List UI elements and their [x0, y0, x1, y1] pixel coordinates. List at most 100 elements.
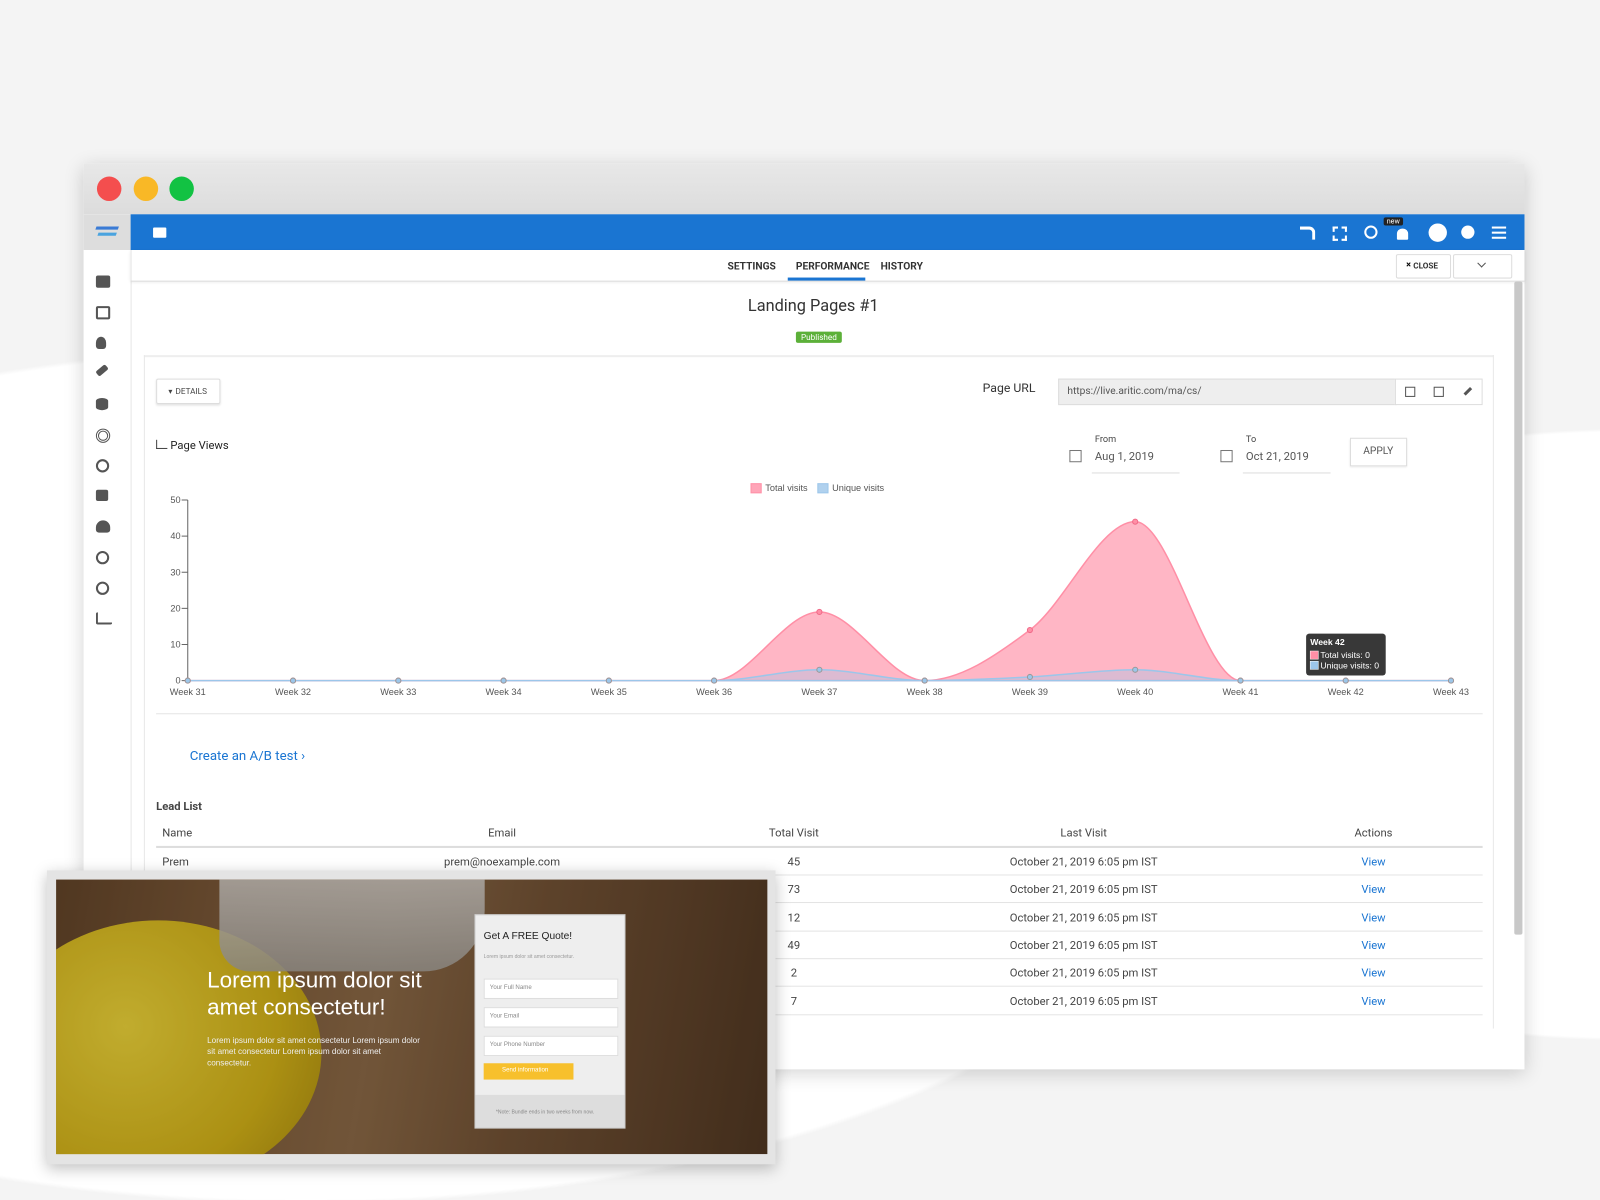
x-tick-label: Week 34 [486, 687, 522, 697]
last-visit: October 21, 2019 6:05 pm IST [1009, 994, 1158, 1008]
form-field[interactable]: Your Phone Number [483, 1035, 619, 1057]
details-button[interactable]: ▾ DETAILS [156, 378, 221, 405]
column-header: Actions [1354, 826, 1393, 840]
total-visit: 7 [790, 994, 798, 1008]
view-link[interactable]: View [1361, 966, 1386, 980]
data-point [711, 677, 718, 684]
field-placeholder: Your Phone Number [489, 1041, 546, 1048]
fullscreen-icon[interactable] [1332, 226, 1347, 241]
last-visit: October 21, 2019 6:05 pm IST [1009, 910, 1158, 925]
tooltip-swatch [1309, 660, 1319, 670]
analytics-icon[interactable] [95, 612, 113, 625]
maximize-dot[interactable] [169, 176, 194, 202]
data-point [1132, 518, 1139, 525]
table-row: 12 October 21, 2019 6:05 pm IST View [156, 903, 1483, 932]
y-tick-label: 10 [170, 640, 180, 650]
tab[interactable]: SETTINGS [727, 261, 776, 273]
send-label: Send information [502, 1067, 549, 1074]
tooltip-line: Unique visits: 0 [1320, 660, 1379, 670]
total-visit: 2 [790, 966, 798, 980]
page-title: Landing Pages #1 [747, 295, 879, 316]
url-actions [1394, 378, 1483, 406]
table-row: Prem prem@noexample.com 45 October 21, 2019… [156, 847, 1483, 876]
title-bar [83, 163, 1525, 215]
view-link[interactable]: View [1361, 938, 1386, 952]
last-visit: October 21, 2019 6:05 pm IST [1009, 966, 1158, 980]
copy-icon[interactable] [1405, 386, 1416, 397]
page-url-value: https://live.aritic.com/ma/cs/ [1067, 385, 1202, 397]
data-point [816, 666, 823, 673]
from-label: From [1094, 434, 1117, 445]
form-note: *Note: Bundle ends in two weeks from now… [495, 1109, 595, 1116]
view-link[interactable]: View [1361, 994, 1386, 1008]
open-icon[interactable] [1433, 386, 1444, 397]
series-area [187, 520, 1452, 682]
form-field[interactable]: Your Full Name [483, 978, 619, 999]
logo[interactable] [83, 214, 131, 250]
notifications-icon[interactable] [1396, 228, 1409, 240]
tab[interactable]: HISTORY [880, 261, 923, 273]
view-link[interactable]: View [1361, 855, 1386, 869]
send-button[interactable]: Send information [483, 1063, 574, 1080]
clock-icon[interactable] [95, 459, 110, 473]
menu-icon[interactable] [1491, 226, 1507, 229]
view-link[interactable]: View [1361, 882, 1386, 897]
page-url-field[interactable]: https://live.aritic.com/ma/cs/ [1058, 378, 1397, 406]
ab-test-text[interactable]: Create an A/B test [189, 748, 298, 765]
preview-frame: Lorem ipsum dolor sit amet consectetur! … [46, 870, 776, 1165]
scrollbar[interactable] [1514, 281, 1523, 935]
total-visit: 12 [787, 910, 801, 925]
from-input[interactable]: Aug 1, 2019 [1091, 447, 1180, 474]
chart: 0 10 20 30 40 50 Week 31 Week 32 Week 33 Week 34 W… [170, 483, 1469, 697]
x-tick-label: Week 41 [1222, 687, 1258, 697]
page-url-label: Page URL [982, 380, 1036, 395]
field-placeholder: Your Email [489, 1013, 520, 1020]
block-icon[interactable] [95, 551, 110, 565]
dropdown-button[interactable] [1453, 254, 1513, 279]
dashboard-icon[interactable] [95, 275, 111, 288]
table-row: 73 October 21, 2019 6:05 pm IST View [156, 875, 1483, 904]
view-link[interactable]: View [1361, 910, 1386, 925]
calendar-icon[interactable] [95, 306, 111, 320]
plugin-icon[interactable] [95, 489, 109, 502]
ab-test-link[interactable]: Create an A/B test › [189, 748, 306, 765]
form-field[interactable]: Your Email [483, 1007, 619, 1028]
x-tick-label: Week 42 [1328, 687, 1364, 697]
target-icon[interactable] [95, 428, 111, 443]
history-icon[interactable] [95, 581, 110, 595]
contacts-icon[interactable] [95, 336, 107, 349]
form-title: Get A FREE Quote! [483, 930, 573, 942]
column-header: Email [488, 826, 516, 840]
data-point [605, 677, 612, 684]
table-row: 2 October 21, 2019 6:05 pm IST View [156, 958, 1483, 987]
chart-title: Page Views [170, 438, 229, 453]
minimize-dot[interactable] [133, 176, 159, 202]
avatar[interactable] [1428, 223, 1447, 242]
column-header: Name [162, 826, 193, 840]
to-input[interactable]: Oct 21, 2019 [1242, 447, 1331, 474]
share-icon[interactable] [1299, 226, 1316, 240]
lead-list-title: Lead List [156, 799, 202, 814]
close-dot[interactable] [96, 176, 122, 202]
x-tick-label: Week 33 [380, 687, 416, 697]
search-icon[interactable] [1364, 225, 1378, 239]
apps-icon[interactable] [153, 227, 167, 238]
last-visit: October 21, 2019 6:05 pm IST [1009, 938, 1158, 952]
data-point [1026, 626, 1033, 634]
apply-button[interactable]: APPLY [1349, 437, 1408, 467]
status-badge: Published [795, 331, 842, 343]
data-point [395, 677, 402, 684]
reports-icon[interactable] [95, 520, 111, 533]
settings-icon[interactable] [1461, 225, 1475, 239]
tab-active[interactable]: PERFORMANCE [795, 261, 870, 273]
from-value: Aug 1, 2019 [1094, 449, 1154, 464]
database-icon[interactable] [95, 397, 109, 411]
close-button[interactable]: × CLOSE [1395, 254, 1452, 279]
total-visit: 49 [787, 938, 801, 952]
close-label: CLOSE [1413, 261, 1439, 271]
top-nav: new [130, 214, 1525, 250]
lead-name: Prem [162, 855, 189, 869]
legend-swatch [750, 483, 762, 494]
